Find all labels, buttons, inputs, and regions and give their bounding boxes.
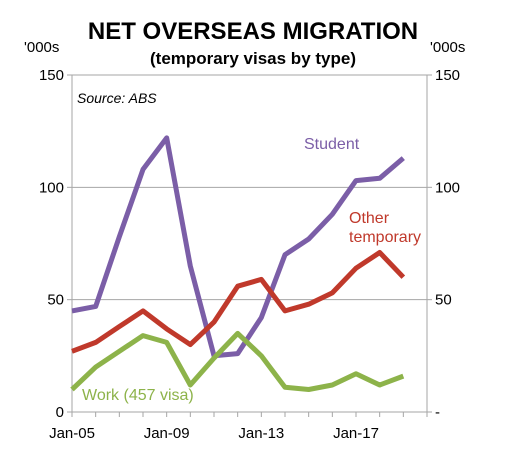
x-tick-label: Jan-05 <box>49 425 95 442</box>
chart-subtitle: (temporary visas by type) <box>150 49 356 68</box>
y-tick-label-left: 50 <box>47 292 64 309</box>
y-tick-label-right: 100 <box>435 179 460 196</box>
series-line <box>71 135 405 359</box>
series-lines <box>70 135 406 392</box>
series-label-line: temporary <box>349 229 421 246</box>
series-label-line: Other <box>349 210 390 227</box>
plot-frame <box>71 74 428 413</box>
series-labels: Student Other temporary Work (457 visa) <box>82 136 421 404</box>
x-tick-label: Jan-17 <box>333 425 379 442</box>
series-label-line: Student <box>304 136 360 153</box>
series-line <box>70 330 405 392</box>
y-unit-right: '000s <box>430 39 465 56</box>
series-line <box>71 250 406 354</box>
y-unit-left: '000s <box>24 39 59 56</box>
axes: 0 - 50 50 100 100 150 150 Jan-05 Jan-09 Jan-13 Jan-… <box>39 67 460 442</box>
source-note: Source: ABS <box>77 90 157 106</box>
y-tick-label-left: 0 <box>56 404 64 421</box>
y-tick-label-right: 50 <box>435 292 452 309</box>
y-tick-label-left: 150 <box>39 67 64 84</box>
y-tick-label-left: 100 <box>39 179 64 196</box>
series-label: Other temporary <box>349 210 421 246</box>
y-tick-label-right: - <box>435 404 440 421</box>
x-tick-label: Jan-09 <box>144 425 190 442</box>
x-tick-label: Jan-13 <box>238 425 284 442</box>
series-label: Student <box>304 136 360 153</box>
series-label-line: Work (457 visa) <box>82 387 194 404</box>
series-label: Work (457 visa) <box>82 387 194 404</box>
grid <box>72 186 427 301</box>
y-tick-label-right: 150 <box>435 67 460 84</box>
chart-title: NET OVERSEAS MIGRATION <box>88 18 418 45</box>
